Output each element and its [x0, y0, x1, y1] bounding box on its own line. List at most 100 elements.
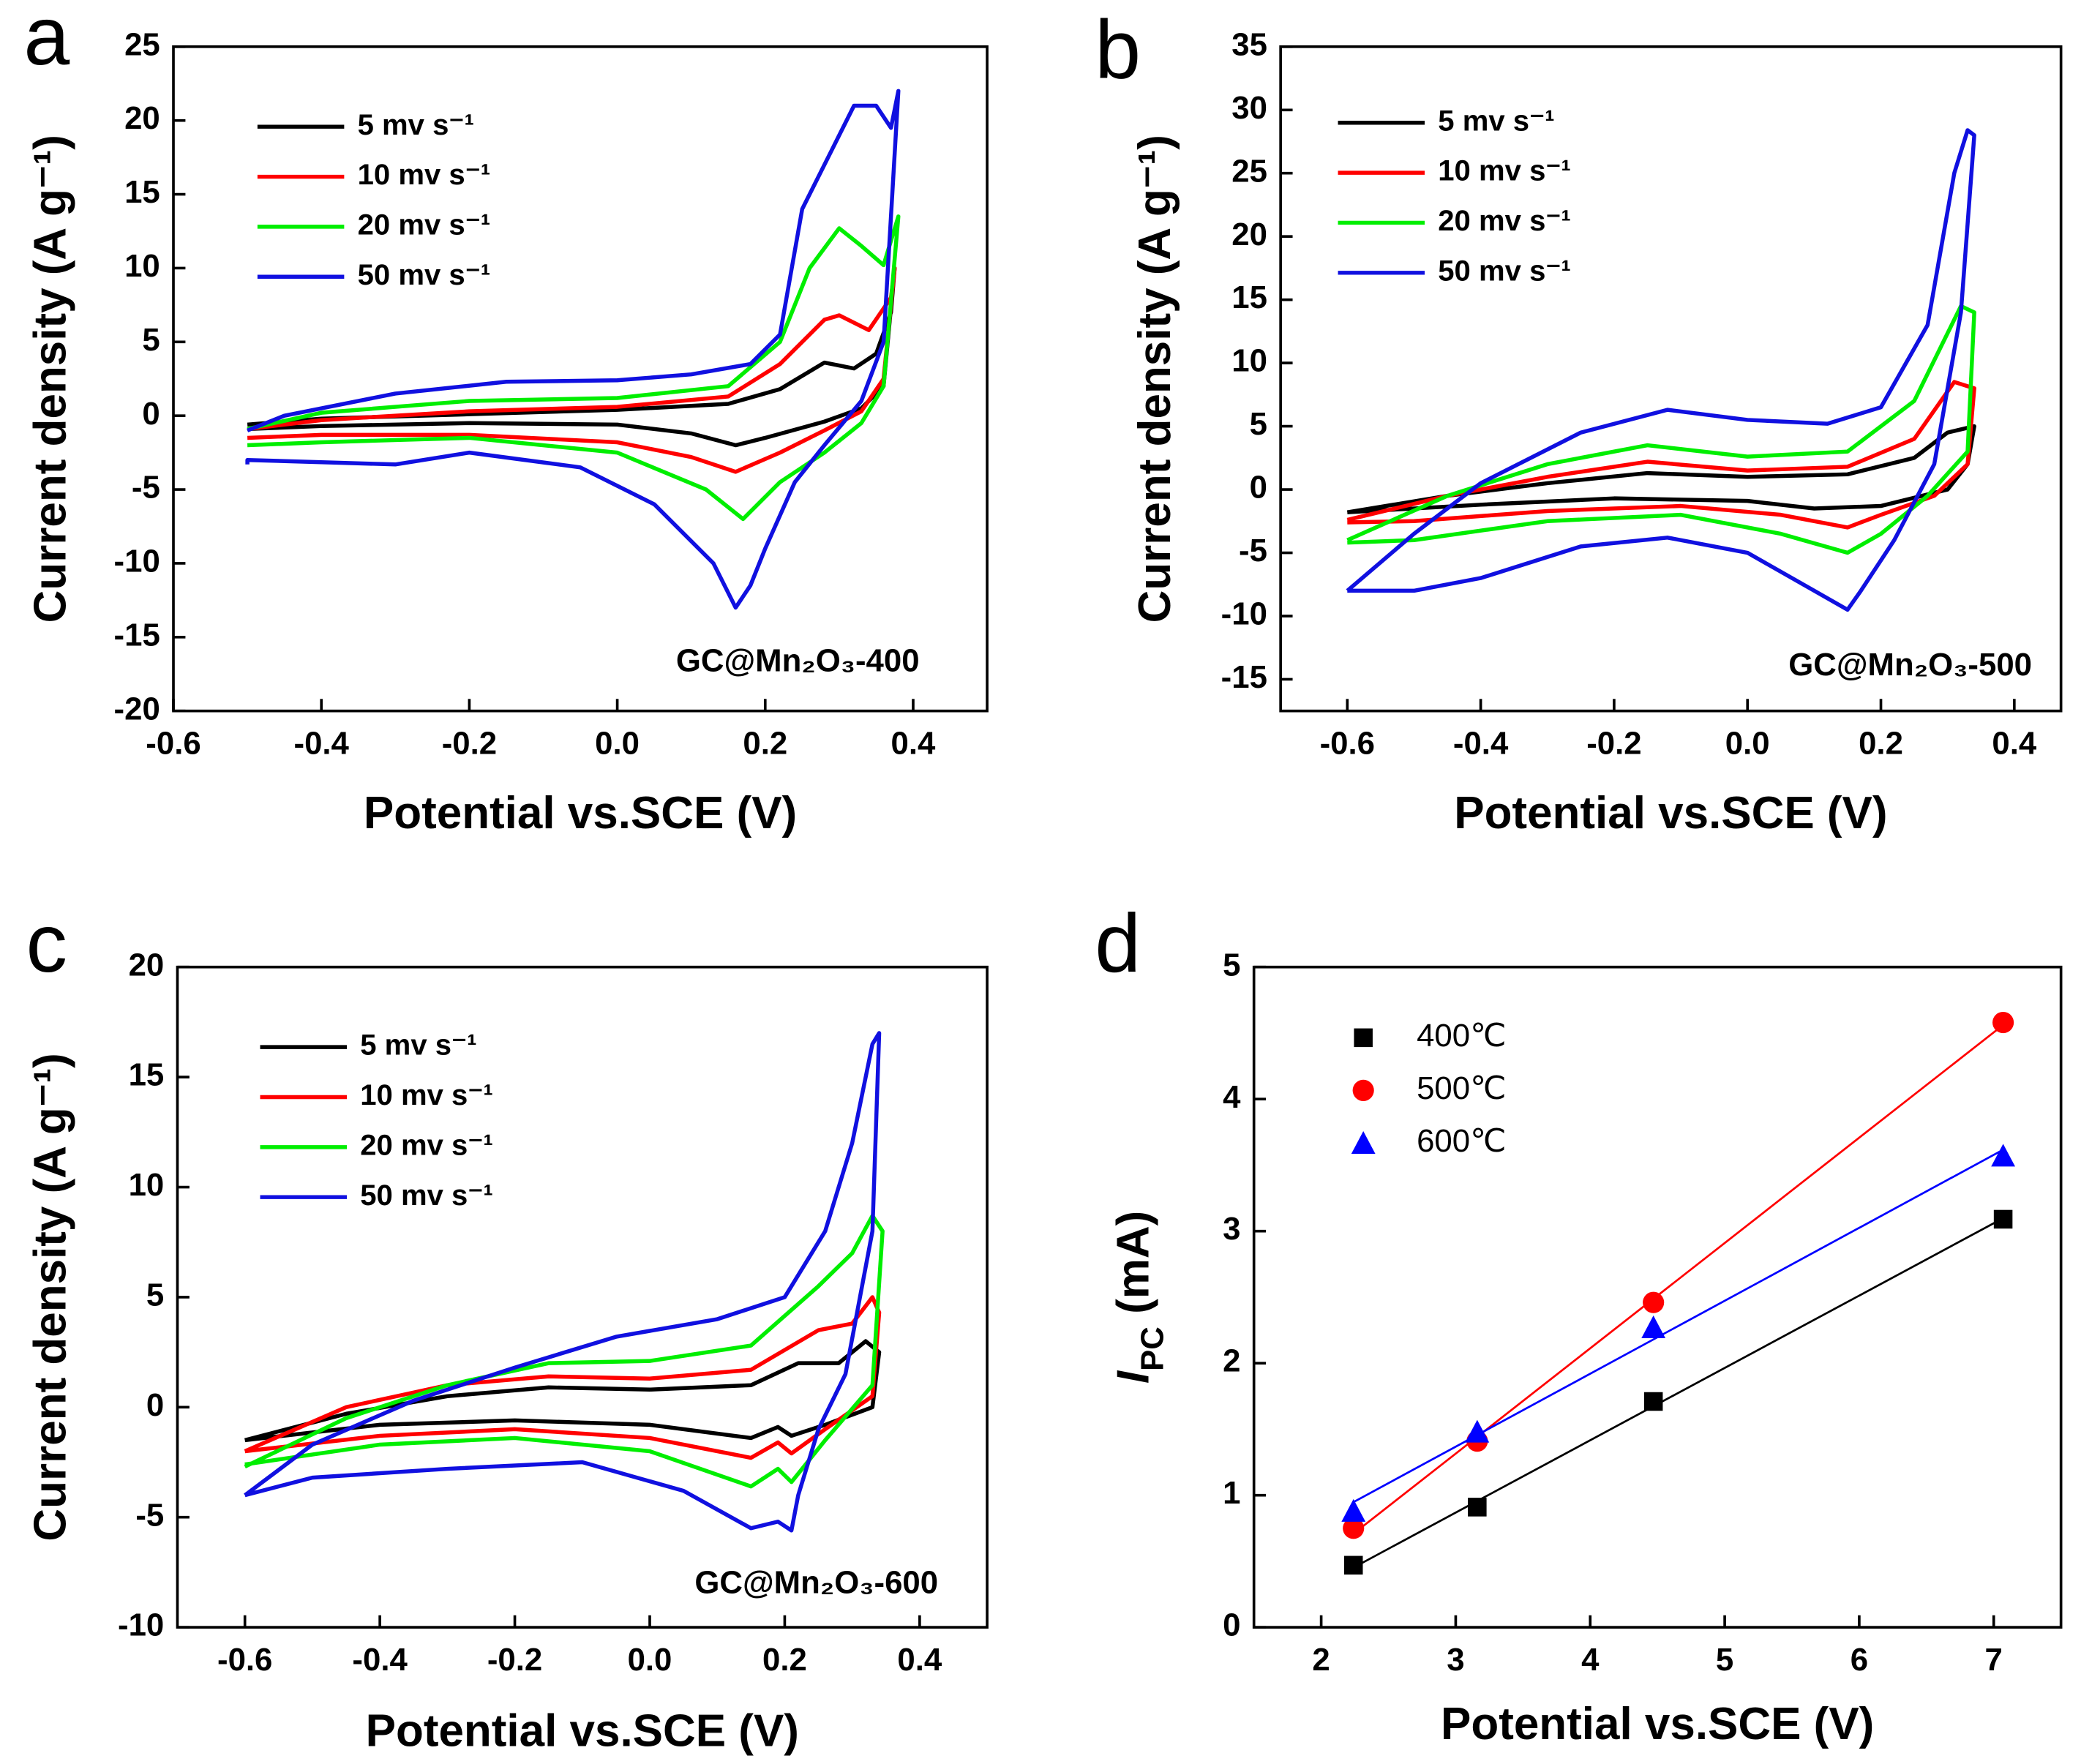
x-tick-label: 6 [1851, 1642, 1868, 1678]
fit-line [1353, 1149, 2004, 1504]
x-tick-label: -0.4 [1453, 726, 1509, 762]
x-tick-label: -0.4 [294, 726, 350, 762]
annotation: GC@Mn₂O₃-400 [676, 643, 920, 679]
plot-frame [176, 965, 989, 1629]
y-tick-label: -15 [1221, 659, 1267, 695]
x-tick-label: -0.2 [487, 1642, 542, 1678]
legend-label: 5 mv s⁻¹ [360, 1029, 476, 1062]
legend-marker [1352, 1079, 1374, 1101]
x-tick-label: 0.0 [628, 1642, 672, 1678]
x-tick-label: 0.4 [1992, 726, 2036, 762]
x-tick-label: 0.0 [595, 726, 640, 762]
legend-label: 50 mv s⁻¹ [360, 1179, 493, 1212]
y-tick-label: 5 [146, 1277, 164, 1313]
marker [1993, 1209, 2013, 1229]
cv-curve [247, 214, 901, 522]
y-axis-title-part: I [1109, 1370, 1159, 1384]
panel-letter: a [23, 0, 70, 82]
y-tick-label: 25 [1231, 153, 1267, 189]
cv-curve [1346, 128, 1976, 612]
y-axis-title: Current density (A g⁻¹) [25, 1053, 75, 1541]
plot-frame [172, 45, 989, 713]
legend-marker [1354, 1028, 1373, 1048]
y-tick-label: 15 [1231, 279, 1267, 315]
legend-label: 50 mv s⁻¹ [1438, 255, 1571, 287]
x-tick-label: 0.4 [897, 1642, 942, 1678]
x-tick-label: -0.6 [146, 726, 200, 762]
marker [1643, 1392, 1663, 1411]
panel-letter: c [26, 897, 68, 989]
y-tick-label: 15 [124, 174, 160, 210]
y-axis-title-part: (mA) [1109, 1211, 1159, 1326]
legend-label: 50 mv s⁻¹ [358, 259, 491, 291]
y-tick-label: 0 [1250, 470, 1267, 506]
marker [1343, 1555, 1363, 1575]
y-tick-label: -15 [114, 617, 160, 653]
y-tick-label: -10 [118, 1607, 164, 1643]
x-tick-label: 0.0 [1725, 726, 1770, 762]
y-tick-label: 5 [1223, 947, 1240, 983]
marker [1643, 1291, 1665, 1313]
x-tick-label: -0.6 [217, 1642, 272, 1678]
legend-label: 500℃ [1417, 1070, 1506, 1106]
x-tick-label: -0.6 [1320, 726, 1375, 762]
cv-curve [1346, 424, 1976, 514]
y-tick-label: 2 [1223, 1343, 1240, 1379]
marker [1341, 1498, 1366, 1522]
legend-label: 5 mv s⁻¹ [358, 109, 474, 141]
y-tick-label: 0 [142, 396, 160, 432]
y-tick-label: 30 [1231, 90, 1267, 126]
y-tick-label: 0 [146, 1387, 164, 1423]
y-tick-label: 35 [1231, 26, 1267, 62]
x-tick-label: 0.4 [891, 726, 936, 762]
y-tick-label: 15 [129, 1057, 165, 1093]
y-tick-label: -10 [1221, 596, 1267, 632]
cv-curve [245, 89, 901, 610]
legend-label: 10 mv s⁻¹ [358, 159, 491, 191]
y-axis-title: Current density (A g⁻¹) [1130, 135, 1180, 623]
marker [1992, 1011, 2014, 1034]
panel-letter: d [1095, 897, 1141, 989]
x-tick-label: 7 [1985, 1642, 2003, 1678]
x-tick-label: 5 [1716, 1642, 1733, 1678]
marker [1343, 1517, 1365, 1539]
y-axis-title: IPC (mA) [1109, 1211, 1171, 1384]
x-tick-label: -0.4 [352, 1642, 408, 1678]
cv-curve [244, 1213, 885, 1489]
legend-label: 10 mv s⁻¹ [360, 1079, 493, 1111]
y-tick-label: 20 [124, 100, 160, 136]
x-tick-label: -0.2 [1586, 726, 1641, 762]
x-tick-label: 2 [1312, 1642, 1330, 1678]
marker [1468, 1498, 1487, 1517]
annotation: GC@Mn₂O₃-500 [1788, 647, 2032, 683]
x-tick-label: 0.2 [1859, 726, 1903, 762]
y-tick-label: 20 [1231, 217, 1267, 252]
x-axis-title: Potential vs.SCE (V) [364, 788, 797, 838]
plot-frame [1279, 45, 2063, 713]
x-tick-label: 0.2 [762, 1642, 807, 1678]
cv-curve [244, 1031, 882, 1533]
y-tick-label: -5 [135, 1497, 164, 1533]
y-tick-label: 5 [1250, 406, 1267, 442]
y-axis-title-part: PC [1134, 1326, 1170, 1371]
legend-label: 600℃ [1417, 1123, 1506, 1159]
cv-curve [1346, 304, 1976, 555]
y-tick-label: -20 [114, 691, 160, 727]
marker [1641, 1316, 1666, 1339]
y-tick-label: 10 [129, 1167, 165, 1203]
x-tick-label: -0.2 [442, 726, 497, 762]
y-tick-label: 1 [1223, 1475, 1240, 1511]
legend-label: 400℃ [1417, 1018, 1506, 1054]
fit-line [1352, 1024, 2004, 1535]
cv-curve [244, 1339, 882, 1443]
y-tick-label: 0 [1223, 1607, 1240, 1643]
x-axis-title: Potential vs.SCE (V) [366, 1705, 799, 1756]
legend-label: 20 mv s⁻¹ [1438, 205, 1571, 237]
y-tick-label: -5 [132, 470, 160, 506]
y-axis-title: Current density (A g⁻¹) [25, 135, 75, 623]
fit-line [1353, 1217, 2004, 1569]
y-tick-label: 10 [124, 248, 160, 284]
plot-frame [1252, 965, 2063, 1629]
marker [1465, 1419, 1490, 1443]
panel-letter: b [1095, 3, 1141, 95]
